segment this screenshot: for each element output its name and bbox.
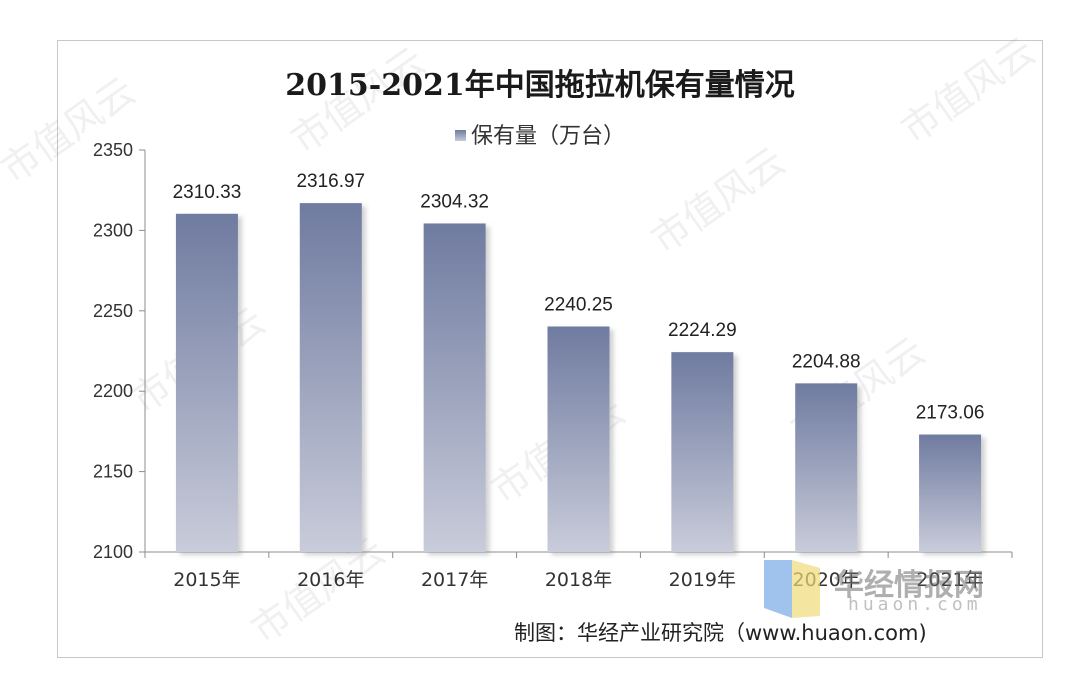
y-tick-label: 2250 xyxy=(93,301,133,321)
huaon-logo: 华经情报网 huaon.com xyxy=(762,558,1012,620)
chart-title: 2015-2021年中国拖拉机保有量情况 xyxy=(285,68,795,103)
x-tick-label: 2016年 xyxy=(297,569,364,591)
y-tick-label: 2300 xyxy=(93,220,133,240)
bar-2021年 xyxy=(919,434,982,552)
x-tick-label: 2017年 xyxy=(421,569,488,591)
logo-domain: huaon.com xyxy=(848,594,982,615)
source-credit: 制图：华经产业研究院（www.huaon.com) xyxy=(514,621,927,645)
bar-2019年 xyxy=(671,352,734,552)
data-label: 2310.33 xyxy=(173,182,242,203)
bar-2017年 xyxy=(423,223,486,553)
y-tick-label: 2350 xyxy=(93,140,133,160)
logo-mark-icon xyxy=(764,560,820,618)
logo-name: 华经情报网 xyxy=(834,568,984,603)
data-label: 2173.06 xyxy=(916,403,985,424)
data-label: 2204.88 xyxy=(792,351,861,372)
x-tick-label: 2019年 xyxy=(669,569,736,591)
data-label: 2240.25 xyxy=(544,294,613,315)
data-label: 2304.32 xyxy=(420,191,489,212)
legend-swatch xyxy=(454,130,466,141)
x-tick-label: 2021年 xyxy=(916,569,983,591)
y-tick-label: 2200 xyxy=(93,381,133,401)
bar-2018年 xyxy=(547,326,610,552)
legend-label: 保有量（万台） xyxy=(470,124,625,149)
x-tick-label: 2015年 xyxy=(173,569,240,591)
bar-2020年 xyxy=(795,383,858,552)
x-tick-label: 2018年 xyxy=(545,569,612,591)
legend: 保有量（万台） xyxy=(0,118,1080,150)
data-label: 2224.29 xyxy=(668,320,737,341)
y-tick-label: 2100 xyxy=(93,542,133,562)
y-tick-label: 2150 xyxy=(93,462,133,482)
bar-2015年 xyxy=(175,213,238,552)
data-label: 2316.97 xyxy=(296,171,365,192)
bar-2016年 xyxy=(299,203,362,552)
